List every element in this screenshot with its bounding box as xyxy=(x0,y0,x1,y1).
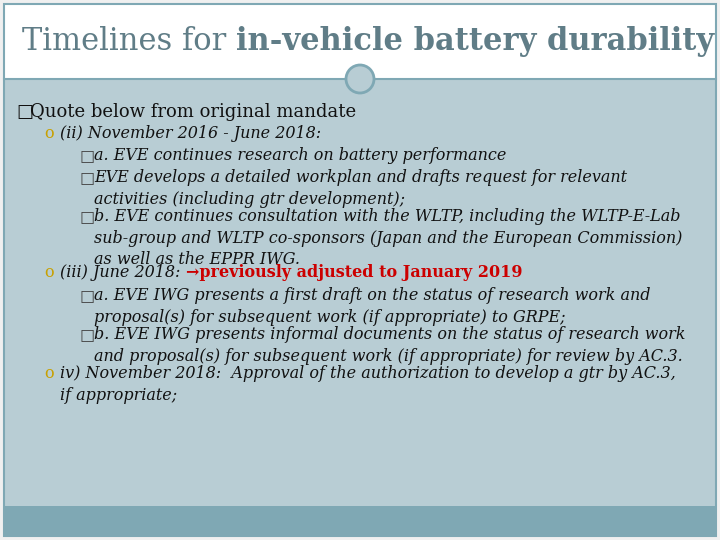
Text: o: o xyxy=(44,125,53,142)
Text: □: □ xyxy=(80,326,95,343)
Text: (ii) November 2016 - June 2018:: (ii) November 2016 - June 2018: xyxy=(60,125,321,142)
Text: Quote below from original mandate: Quote below from original mandate xyxy=(30,103,356,121)
Text: iv) November 2018:  Approval of the authorization to develop a gtr by AC.3,
if a: iv) November 2018: Approval of the autho… xyxy=(60,365,676,403)
Text: □: □ xyxy=(80,147,95,164)
Text: a. EVE continues research on battery performance: a. EVE continues research on battery per… xyxy=(94,147,506,164)
Text: b. EVE continues consultation with the WLTP, including the WLTP-E-Lab
sub-group : b. EVE continues consultation with the W… xyxy=(94,208,683,268)
Bar xyxy=(4,79,716,506)
Text: o: o xyxy=(44,264,53,281)
Text: □: □ xyxy=(16,103,33,121)
Text: →previously adjusted to January 2019: →previously adjusted to January 2019 xyxy=(186,264,522,281)
Text: EVE develops a detailed workplan and drafts request for relevant
activities (inc: EVE develops a detailed workplan and dra… xyxy=(94,169,627,207)
Text: in-vehicle battery durability: in-vehicle battery durability xyxy=(236,26,714,57)
Text: □: □ xyxy=(80,169,95,186)
Text: □: □ xyxy=(80,287,95,304)
Text: □: □ xyxy=(80,208,95,225)
Circle shape xyxy=(346,65,374,93)
Bar xyxy=(4,506,716,536)
Text: Timelines for: Timelines for xyxy=(22,26,236,57)
Text: o: o xyxy=(44,365,53,382)
Text: b. EVE IWG presents informal documents on the status of research work
and propos: b. EVE IWG presents informal documents o… xyxy=(94,326,685,364)
Text: a. EVE IWG presents a first draft on the status of research work and
proposal(s): a. EVE IWG presents a first draft on the… xyxy=(94,287,650,326)
Text: (iii) June 2018:: (iii) June 2018: xyxy=(60,264,186,281)
Bar xyxy=(4,4,716,79)
